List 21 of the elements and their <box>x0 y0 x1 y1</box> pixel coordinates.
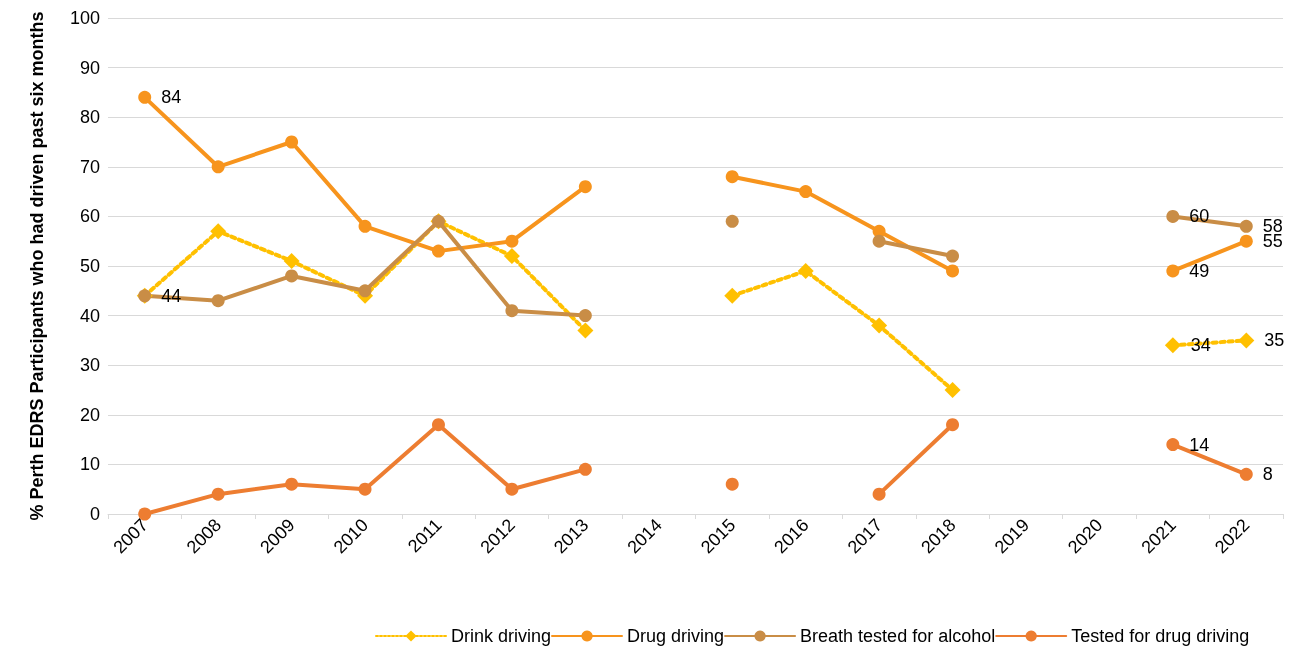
y-tick-label: 80 <box>79 107 100 128</box>
data-label: 49 <box>1189 260 1210 281</box>
legend-label: Drug driving <box>627 626 725 646</box>
y-tick-label: 20 <box>79 404 100 425</box>
y-tick-label: 50 <box>79 256 100 276</box>
y-tick-label: 70 <box>79 156 100 177</box>
data-label: 84 <box>161 87 182 108</box>
data-label: 14 <box>1189 434 1210 455</box>
legend-label: Tested for drug driving <box>1071 626 1250 646</box>
y-tick-label: 100 <box>69 8 100 28</box>
data-label: 35 <box>1264 330 1285 351</box>
data-label: 8 <box>1262 464 1273 485</box>
legend-label: Drink driving <box>451 626 552 646</box>
y-tick-label: 90 <box>79 57 100 78</box>
legend-label: Breath tested for alcohol <box>800 626 996 646</box>
y-axis-title: % Perth EDRS Participants who had driven past six months <box>27 11 47 521</box>
y-tick-label: 40 <box>79 305 100 326</box>
y-tick-label: 10 <box>79 454 100 475</box>
y-tick-label: 0 <box>89 504 100 524</box>
y-tick-label: 60 <box>79 206 100 227</box>
y-tick-label: 30 <box>79 355 100 376</box>
